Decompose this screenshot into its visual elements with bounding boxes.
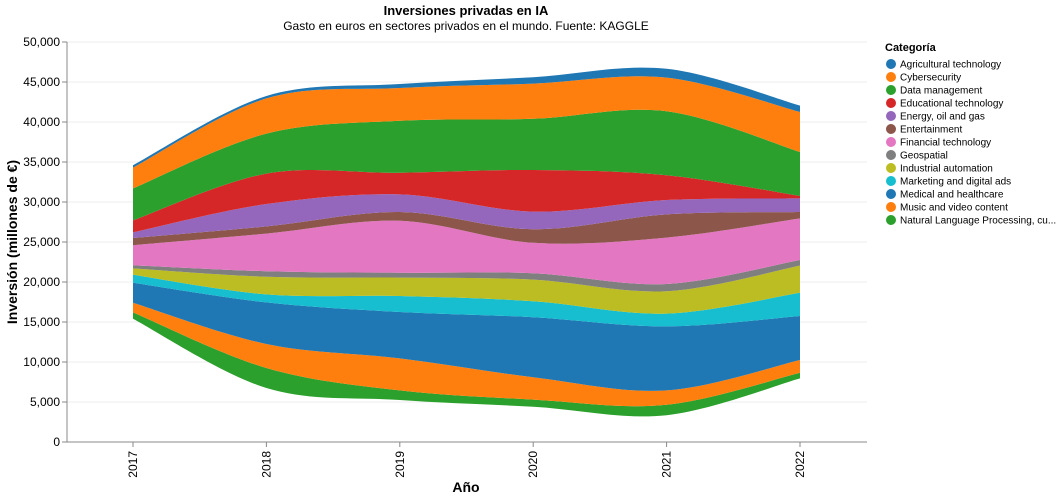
area-cybersecurity [133, 76, 800, 189]
legend-label-educational-technology: Educational technology [900, 99, 1003, 110]
legend-swatch-industrial-automation [886, 163, 896, 173]
legend-swatch-medical-and-healthcare [886, 189, 896, 199]
legend-swatch-marketing-and-digital-ads [886, 176, 896, 186]
legend-title: Categoría [885, 42, 937, 54]
y-tick-label: 40,000 [23, 115, 60, 129]
area-energy-oil-and-gas [133, 194, 800, 238]
area-medical-and-healthcare [133, 282, 800, 391]
chart-subtitle: Gasto en euros en sectores privados en e… [283, 19, 649, 33]
legend-swatch-entertainment [886, 124, 896, 134]
x-tick-label: 2021 [660, 451, 674, 478]
legend-swatch-geospatial [886, 150, 896, 160]
y-tick-label: 50,000 [23, 35, 60, 49]
y-tick-label: 5,000 [30, 395, 60, 409]
x-tick-label: 2018 [259, 451, 273, 478]
x-axis-title: Año [452, 479, 479, 495]
x-tick-label: 2017 [126, 451, 140, 478]
legend-label-natural-language-processing-cu: Natural Language Processing, cu... [900, 216, 1056, 227]
y-tick-label: 20,000 [23, 275, 60, 289]
x-tick-label: 2019 [393, 451, 407, 478]
legend-label-energy-oil-and-gas: Energy, oil and gas [900, 112, 985, 123]
x-tick-label: 2020 [526, 451, 540, 478]
y-tick-label: 35,000 [23, 155, 60, 169]
legend-swatch-energy-oil-and-gas [886, 111, 896, 121]
y-tick-label: 10,000 [23, 355, 60, 369]
legend-swatch-data-management [886, 85, 896, 95]
legend-label-marketing-and-digital-ads: Marketing and digital ads [900, 177, 1011, 188]
legend-label-medical-and-healthcare: Medical and healthcare [900, 190, 1004, 201]
y-tick-label: 30,000 [23, 195, 60, 209]
axes: 0 5,000 10,000 15,000 20,000 25,000 30,000 35,0… [23, 35, 867, 478]
y-axis-title: Inversión (millones de €) [4, 160, 20, 324]
legend-swatch-financial-technology [886, 137, 896, 147]
area-data-management [133, 109, 800, 221]
area-industrial-automation [133, 265, 800, 314]
x-tick-label: 2022 [793, 451, 807, 478]
chart-title: Inversiones privadas en IA [384, 3, 549, 18]
area-music-and-video-content [133, 302, 800, 407]
area-geospatial [133, 260, 800, 292]
legend-label-music-and-video-content: Music and video content [900, 203, 1008, 214]
legend-swatch-music-and-video-content [886, 202, 896, 212]
legend-label-financial-technology: Financial technology [900, 138, 991, 149]
y-tick-label: 0 [53, 435, 60, 449]
legend-label-data-management: Data management [900, 86, 982, 97]
legend-swatch-cybersecurity [886, 72, 896, 82]
area-financial-technology [133, 218, 800, 285]
y-tick-label: 45,000 [23, 75, 60, 89]
area-entertainment [133, 211, 800, 246]
legend-label-agricultural-technology: Agricultural technology [900, 60, 1001, 71]
area-educational-technology [133, 169, 800, 233]
legend-label-industrial-automation: Industrial automation [900, 164, 993, 175]
y-tick-label: 15,000 [23, 315, 60, 329]
area-natural-language-processing-cu [133, 312, 800, 417]
area-marketing-and-digital-ads [133, 274, 800, 327]
legend-label-cybersecurity: Cybersecurity [900, 73, 961, 84]
legend-swatch-natural-language-processing-cu [886, 215, 896, 225]
legend-label-entertainment: Entertainment [900, 125, 962, 136]
legend: Categoría Agricultural technology Cyberse… [885, 42, 1056, 227]
legend-swatch-educational-technology [886, 98, 896, 108]
legend-label-geospatial: Geospatial [900, 151, 948, 162]
y-tick-label: 25,000 [23, 235, 60, 249]
legend-swatch-agricultural-technology [886, 59, 896, 69]
stream-areas [133, 67, 800, 417]
